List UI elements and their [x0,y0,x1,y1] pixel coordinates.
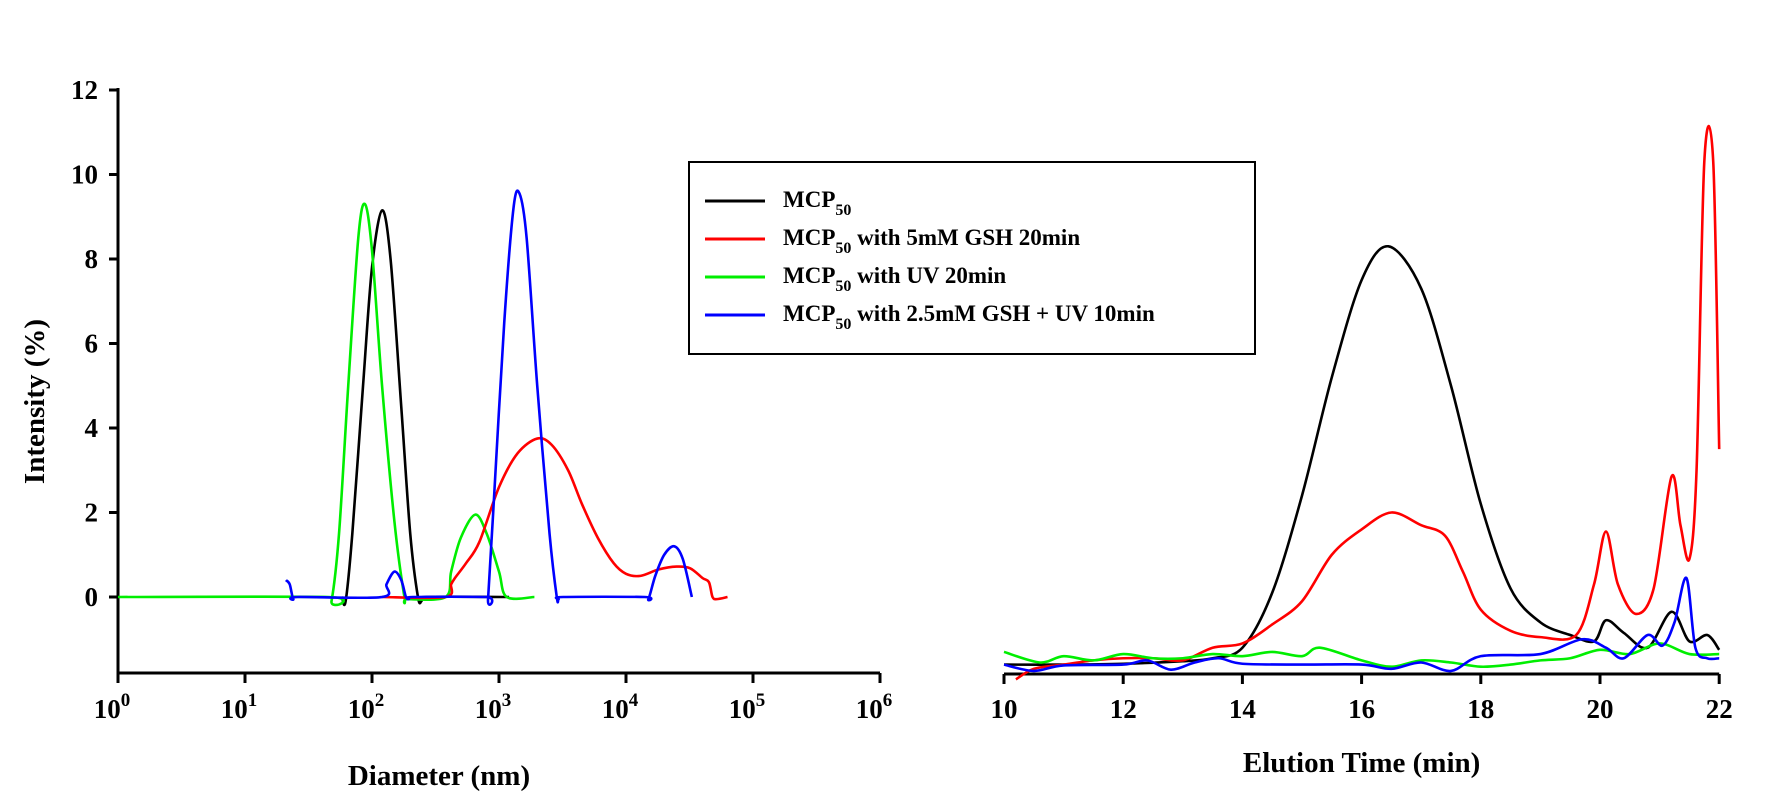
x-axis-label: Elution Time (min) [1243,747,1480,779]
legend-label-3: MCP50 with 2.5mM GSH + UV 10min [783,301,1155,333]
legend-suffix: with 2.5mM GSH + UV 10min [851,301,1155,326]
x-tick-exp: 3 [502,690,512,711]
x-tick-label: 105 [729,690,766,724]
x-tick-base: 10 [602,694,629,724]
legend-prefix: MCP [783,225,835,250]
y-tick-label: 12 [71,75,98,105]
x-tick-base: 10 [856,694,883,724]
x-tick-base: 10 [348,694,375,724]
series-line-2 [1003,642,1720,669]
x-tick-label: 16 [1348,694,1375,724]
legend-label-2: MCP50 with UV 20min [783,263,1006,295]
legend-subscript: 50 [835,278,851,295]
x-tick-label: 18 [1467,694,1494,724]
y-tick-label: 10 [71,160,98,190]
x-tick-base: 10 [475,694,502,724]
series-line-3 [1003,576,1720,673]
x-tick-exp: 2 [375,690,385,711]
right-plot-gpc: 10 12 14 16 18 20 22 Elution Time (min) [991,124,1733,779]
x-tick-base: 10 [221,694,248,724]
legend-label-0: MCP50 [783,187,851,219]
x-tick-base: 10 [94,694,121,724]
series-line-3 [284,189,694,606]
x-tick-exp: 6 [883,690,893,711]
legend-prefix: MCP [783,187,835,212]
x-axis-label: Diameter (nm) [348,760,530,792]
legend-prefix: MCP [783,301,835,326]
y-tick-label: 6 [85,329,99,359]
x-tick-label: 22 [1706,694,1733,724]
x-tick-label: 106 [856,690,893,724]
x-tick-exp: 0 [121,690,131,711]
x-tick-exp: 1 [248,690,258,711]
x-tick-label: 104 [602,690,639,724]
x-tick-label: 102 [348,690,385,724]
x-tick-label: 10 [991,694,1018,724]
y-tick-label: 2 [85,498,99,528]
legend-subscript: 50 [835,240,851,257]
legend-suffix: with UV 20min [851,263,1006,288]
x-tick-label: 100 [94,690,131,724]
x-tick-exp: 4 [629,690,639,711]
legend-label-1: MCP50 with 5mM GSH 20min [783,225,1080,257]
x-tick-label: 14 [1229,694,1256,724]
legend-box [688,161,1256,355]
x-tick-label: 12 [1110,694,1137,724]
y-tick-label: 8 [85,244,99,274]
x-tick-label: 101 [221,690,258,724]
x-tick-base: 10 [729,694,756,724]
y-tick-label: 0 [85,582,99,612]
y-tick-label: 4 [85,413,99,443]
legend-subscript: 50 [835,202,851,219]
legend-subscript: 50 [835,316,851,333]
series-line-2 [382,436,728,601]
series-line-0 [340,209,510,607]
x-tick-exp: 5 [756,690,766,711]
legend-suffix: with 5mM GSH 20min [851,225,1080,250]
legend-prefix: MCP [783,263,835,288]
x-tick-label: 20 [1587,694,1614,724]
series-line-1 [1015,124,1721,681]
y-axis-label: Intensity (%) [19,319,51,484]
series-line-0 [1003,245,1721,666]
x-tick-label: 103 [475,690,512,724]
series-line-1 [117,202,535,607]
